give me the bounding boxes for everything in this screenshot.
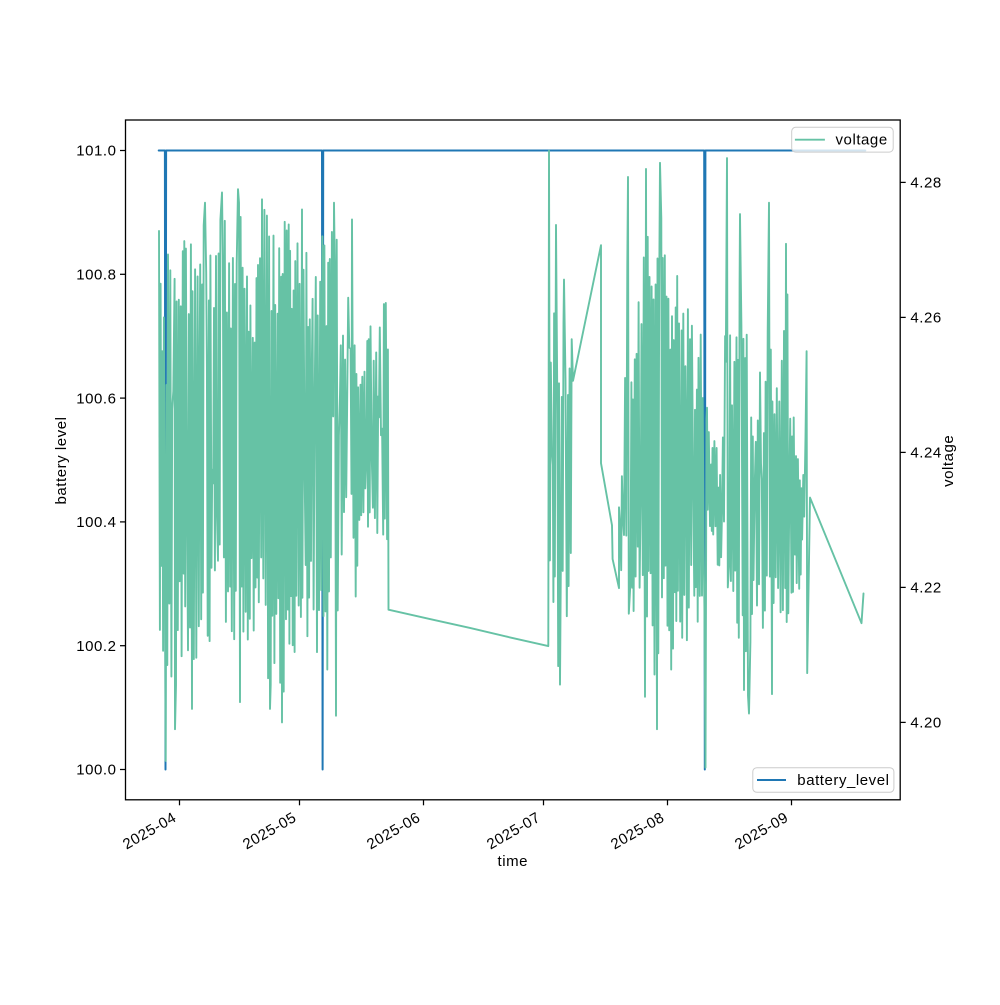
svg-text:100.0: 100.0 <box>76 762 116 779</box>
svg-text:100.4: 100.4 <box>76 514 116 531</box>
svg-text:time: time <box>498 853 529 870</box>
svg-text:100.2: 100.2 <box>76 638 116 655</box>
svg-text:4.28: 4.28 <box>910 175 941 192</box>
svg-text:voltage: voltage <box>940 435 957 487</box>
svg-text:4.26: 4.26 <box>910 310 941 327</box>
svg-text:voltage: voltage <box>836 132 888 149</box>
svg-text:battery_level: battery_level <box>797 772 889 789</box>
svg-text:100.8: 100.8 <box>76 267 116 284</box>
svg-text:battery level: battery level <box>53 416 70 504</box>
svg-text:4.24: 4.24 <box>910 445 941 462</box>
svg-text:4.22: 4.22 <box>910 580 941 597</box>
svg-text:100.6: 100.6 <box>76 390 116 407</box>
svg-text:101.0: 101.0 <box>76 143 116 160</box>
svg-text:4.20: 4.20 <box>910 715 941 732</box>
